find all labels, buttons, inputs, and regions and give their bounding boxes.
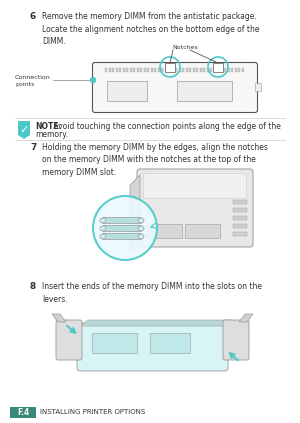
Text: F.4: F.4 [17, 408, 29, 417]
Bar [175, 68, 177, 72]
FancyBboxPatch shape [103, 225, 142, 231]
Bar [233, 224, 247, 228]
Bar [185, 68, 188, 72]
Bar [119, 68, 121, 72]
Circle shape [91, 77, 95, 82]
Text: Avoid touching the connection points along the edge of the: Avoid touching the connection points alo… [51, 122, 281, 131]
Bar [233, 208, 247, 212]
Bar [147, 68, 149, 72]
Ellipse shape [100, 218, 106, 223]
Text: memory.: memory. [35, 130, 68, 139]
Bar [224, 68, 226, 72]
Bar [136, 68, 139, 72]
Text: Notches: Notches [172, 45, 198, 50]
Bar [105, 68, 107, 72]
Bar [109, 68, 110, 72]
FancyBboxPatch shape [77, 323, 228, 371]
Bar [165, 63, 175, 72]
Bar [238, 68, 240, 72]
Text: Holding the memory DIMM by the edges, align the notches
on the memory DIMM with : Holding the memory DIMM by the edges, al… [42, 143, 268, 177]
Bar [158, 68, 160, 72]
Bar [189, 68, 191, 72]
Ellipse shape [138, 226, 144, 231]
Bar [112, 68, 114, 72]
FancyBboxPatch shape [223, 320, 249, 360]
Bar [214, 68, 215, 72]
Bar [227, 68, 230, 72]
FancyBboxPatch shape [143, 173, 247, 198]
FancyBboxPatch shape [92, 63, 257, 113]
FancyBboxPatch shape [103, 217, 142, 223]
Bar [178, 68, 181, 72]
Bar [200, 68, 202, 72]
Bar [177, 81, 232, 101]
Bar [206, 68, 208, 72]
Bar [233, 216, 247, 220]
Bar [161, 68, 163, 72]
Polygon shape [80, 320, 233, 326]
Bar [185, 224, 220, 238]
Ellipse shape [100, 234, 106, 239]
Bar [147, 224, 182, 238]
Bar [242, 68, 244, 72]
Bar [233, 232, 247, 236]
Bar [122, 68, 124, 72]
Bar [235, 68, 236, 72]
Bar [168, 68, 170, 72]
Bar [214, 65, 222, 70]
Bar [255, 83, 261, 91]
Text: INSTALLING PRINTER OPTIONS: INSTALLING PRINTER OPTIONS [40, 409, 145, 415]
Polygon shape [18, 121, 30, 139]
Bar [92, 333, 137, 353]
Bar [116, 68, 118, 72]
Bar [233, 200, 247, 204]
Text: Connection
points: Connection points [15, 75, 51, 87]
Bar [182, 68, 184, 72]
Bar [193, 68, 194, 72]
Bar [140, 68, 142, 72]
Polygon shape [239, 314, 253, 322]
Bar [166, 65, 174, 70]
Bar [217, 68, 219, 72]
Bar [164, 68, 166, 72]
Bar [213, 63, 223, 72]
Bar [231, 68, 233, 72]
Bar [130, 68, 131, 72]
Bar [151, 68, 152, 72]
Text: ✓: ✓ [19, 125, 29, 135]
Bar [196, 68, 198, 72]
Ellipse shape [100, 226, 106, 231]
Bar [10, 407, 36, 418]
Polygon shape [52, 314, 66, 322]
Bar [220, 68, 223, 72]
Bar [150, 333, 190, 353]
Bar [126, 68, 128, 72]
Text: Remove the memory DIMM from the antistatic package.
Locate the alignment notches: Remove the memory DIMM from the antistat… [42, 12, 260, 46]
Polygon shape [130, 175, 140, 250]
FancyBboxPatch shape [137, 169, 253, 247]
Bar [133, 68, 135, 72]
Text: Insert the ends of the memory DIMM into the slots on the
levers.: Insert the ends of the memory DIMM into … [42, 282, 262, 303]
Circle shape [93, 196, 157, 260]
Bar [172, 68, 173, 72]
Bar [143, 68, 146, 72]
Text: NOTE:: NOTE: [35, 122, 62, 131]
FancyBboxPatch shape [103, 233, 142, 239]
Bar [107, 81, 147, 101]
Text: 8: 8 [30, 282, 36, 291]
Text: 6: 6 [30, 12, 36, 21]
Bar [203, 68, 205, 72]
FancyBboxPatch shape [56, 320, 82, 360]
Ellipse shape [138, 218, 144, 223]
Bar [154, 68, 156, 72]
Ellipse shape [138, 234, 144, 239]
Bar [210, 68, 212, 72]
Text: 7: 7 [30, 143, 36, 152]
